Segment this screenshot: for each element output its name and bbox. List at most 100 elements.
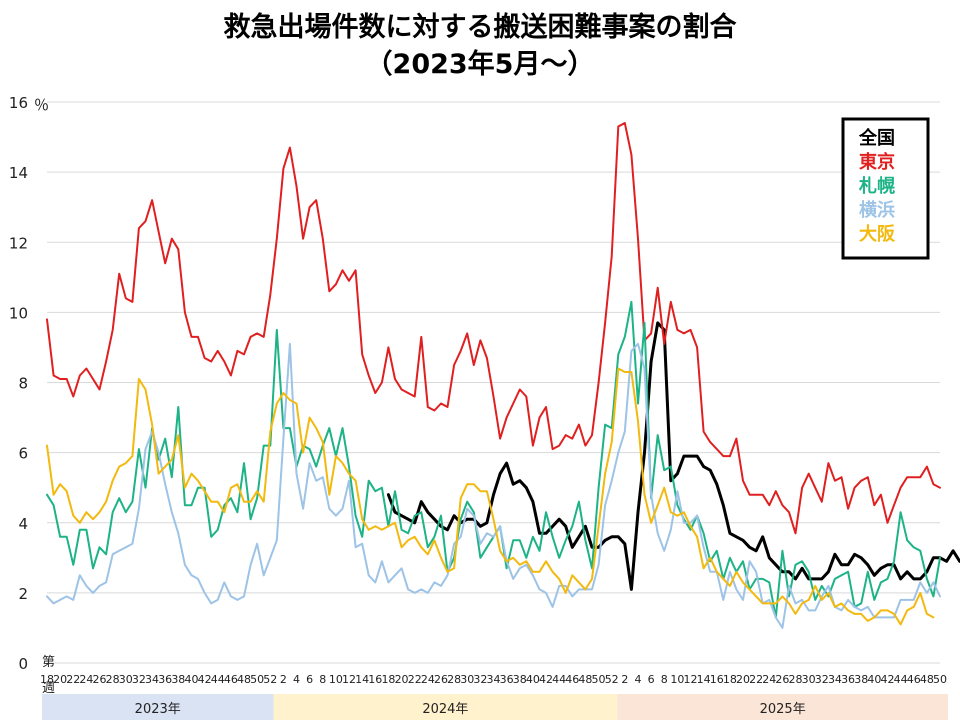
year-band-label: 2023年 bbox=[135, 702, 181, 717]
x-tick-label: 22 bbox=[66, 673, 80, 686]
x-tick-label: 36 bbox=[500, 673, 514, 686]
x-tick-label: 42 bbox=[880, 673, 894, 686]
x-tick-label: 44 bbox=[552, 673, 566, 686]
x-tick-label: 36 bbox=[158, 673, 172, 686]
x-tick-label: 38 bbox=[854, 673, 868, 686]
legend-box bbox=[841, 117, 930, 260]
x-tick-label: 38 bbox=[171, 673, 185, 686]
x-tick-label: 32 bbox=[473, 673, 487, 686]
x-suffix-label: 週 bbox=[42, 681, 55, 696]
y-tick-label: 4 bbox=[18, 515, 28, 533]
x-tick-label: 8 bbox=[661, 673, 668, 686]
y-tick-label: 6 bbox=[18, 445, 28, 463]
x-tick-label: 52 bbox=[263, 673, 277, 686]
x-tick-label: 28 bbox=[789, 673, 803, 686]
x-tick-label: 10 bbox=[670, 673, 684, 686]
y-tick-label: 14 bbox=[9, 164, 28, 182]
x-tick-label: 20 bbox=[736, 673, 750, 686]
x-tick-label: 2 bbox=[280, 673, 287, 686]
y-tick-label: 2 bbox=[18, 585, 28, 603]
x-tick-label: 30 bbox=[802, 673, 816, 686]
x-tick-label: 30 bbox=[119, 673, 133, 686]
x-tick-label: 8 bbox=[319, 673, 326, 686]
x-tick-label: 10 bbox=[329, 673, 343, 686]
x-tick-label: 34 bbox=[828, 673, 842, 686]
legend-entry-全国: 全国 bbox=[858, 127, 895, 149]
series-line-全国 bbox=[386, 321, 960, 591]
x-tick-label: 14 bbox=[355, 673, 369, 686]
legend-entry-東京: 東京 bbox=[859, 151, 895, 173]
x-tick-label: 22 bbox=[749, 673, 763, 686]
x-tick-label: 24 bbox=[762, 673, 776, 686]
legend-entry-大阪: 大阪 bbox=[859, 223, 896, 245]
x-tick-label: 44 bbox=[894, 673, 908, 686]
x-tick-label: 2 bbox=[621, 673, 628, 686]
year-bands: 2023年 2024年 2025年 bbox=[42, 694, 948, 720]
x-tick-label: 18 bbox=[40, 673, 54, 686]
y-axis: 0 2 4 6 8 10 12 14 16 bbox=[9, 94, 28, 673]
x-tick-label: 44 bbox=[211, 673, 225, 686]
series-lines bbox=[46, 122, 960, 629]
x-tick-label: 20 bbox=[395, 673, 409, 686]
x-tick-label: 12 bbox=[683, 673, 697, 686]
x-prefix-label: 第 bbox=[42, 655, 55, 670]
y-tick-label: 10 bbox=[9, 304, 28, 322]
x-tick-label: 16 bbox=[368, 673, 382, 686]
x-tick-label: 6 bbox=[648, 673, 655, 686]
x-tick-label: 34 bbox=[487, 673, 501, 686]
legend-entry-札幌: 札幌 bbox=[858, 175, 895, 197]
x-tick-label: 46 bbox=[224, 673, 238, 686]
x-tick-label: 28 bbox=[106, 673, 120, 686]
x-tick-label: 32 bbox=[815, 673, 829, 686]
x-tick-label: 6 bbox=[306, 673, 313, 686]
x-tick-label: 46 bbox=[907, 673, 921, 686]
x-tick-label: 40 bbox=[867, 673, 881, 686]
x-tick-label: 40 bbox=[184, 673, 198, 686]
x-tick-label: 42 bbox=[198, 673, 212, 686]
y-tick-label: 0 bbox=[18, 655, 28, 673]
x-tick-label: 4 bbox=[293, 673, 300, 686]
x-tick-label: 24 bbox=[79, 673, 93, 686]
x-tick-label: 20 bbox=[53, 673, 67, 686]
y-tick-label: 8 bbox=[18, 375, 28, 393]
x-axis: 18 20 22 24 26 28 30 32 34 36 38 40 42 44 46 48 50 52 2 4 6 8… bbox=[40, 673, 947, 686]
chart-title-line2: （2023年5月～） bbox=[366, 48, 595, 80]
x-tick-label: 34 bbox=[145, 673, 159, 686]
x-tick-label: 36 bbox=[841, 673, 855, 686]
x-tick-label: 48 bbox=[920, 673, 934, 686]
x-tick-label: 26 bbox=[93, 673, 107, 686]
x-tick-label: 16 bbox=[710, 673, 724, 686]
x-tick-label: 38 bbox=[513, 673, 527, 686]
x-tick-label: 50 bbox=[592, 673, 606, 686]
year-band bbox=[273, 694, 618, 720]
legend-entry-横浜: 横浜 bbox=[859, 199, 895, 221]
x-tick-label: 48 bbox=[578, 673, 592, 686]
x-tick-label: 50 bbox=[933, 673, 947, 686]
chart-title-line1: 救急出場件数に対する搬送困難事案の割合 bbox=[224, 11, 737, 43]
year-band-label: 2024年 bbox=[422, 702, 468, 717]
y-unit-label: ％ bbox=[34, 96, 49, 114]
series-line-東京 bbox=[46, 122, 941, 535]
year-band bbox=[617, 694, 948, 720]
y-tick-label: 12 bbox=[9, 234, 28, 252]
x-tick-label: 32 bbox=[132, 673, 146, 686]
grid bbox=[47, 101, 940, 664]
year-band-label: 2025年 bbox=[760, 702, 806, 717]
year-band bbox=[42, 694, 274, 720]
x-tick-label: 30 bbox=[460, 673, 474, 686]
x-tick-label: 12 bbox=[342, 673, 356, 686]
x-tick-label: 42 bbox=[539, 673, 553, 686]
x-tick-label: 14 bbox=[697, 673, 711, 686]
x-tick-label: 4 bbox=[634, 673, 641, 686]
x-tick-label: 22 bbox=[408, 673, 422, 686]
x-tick-label: 28 bbox=[447, 673, 461, 686]
series-line-大阪 bbox=[46, 367, 935, 626]
x-tick-label: 46 bbox=[565, 673, 579, 686]
x-tick-label: 40 bbox=[526, 673, 540, 686]
x-tick-label: 24 bbox=[421, 673, 435, 686]
x-tick-label: 50 bbox=[250, 673, 264, 686]
x-tick-label: 26 bbox=[434, 673, 448, 686]
x-tick-label: 18 bbox=[381, 673, 395, 686]
